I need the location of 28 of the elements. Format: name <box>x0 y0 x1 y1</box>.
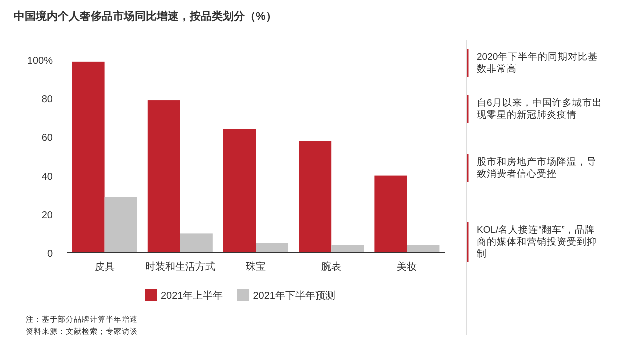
y-tick-label: 60 <box>42 133 54 144</box>
chart-title: 中国境内个人奢侈品市场同比增速，按品类划分（%） <box>14 10 277 23</box>
bar <box>256 243 289 253</box>
bar <box>223 129 256 253</box>
x-tick-label: 美妆 <box>397 261 418 273</box>
bar <box>299 141 332 253</box>
bar <box>104 197 138 253</box>
x-tick-label: 时装和生活方式 <box>145 261 216 273</box>
x-tick-label: 腕表 <box>322 261 342 273</box>
text: 股市和房地产市场降温，导致消费者信心受挫 <box>477 156 597 180</box>
bar <box>332 245 364 253</box>
x-tick-label: 皮具 <box>94 261 115 273</box>
x-tick-label: 珠宝 <box>246 261 266 273</box>
text: 自6月以来，中国许多城市出现零星的新冠肺炎疫情 <box>477 97 602 121</box>
legend-label: 2021年上半年 <box>161 290 224 302</box>
y-tick-label: 100% <box>27 56 54 67</box>
y-tick-label: 40 <box>42 172 54 183</box>
y-tick-label: 80 <box>42 94 54 106</box>
bar <box>72 62 105 253</box>
y-tick-label: 0 <box>47 249 54 260</box>
bar <box>407 245 440 253</box>
y-tick-label: 20 <box>42 210 54 222</box>
bar <box>374 176 408 253</box>
text: 2020年下半年的同期对比基数非常高 <box>477 51 598 75</box>
legend-label: 2021年下半年预测 <box>253 290 336 302</box>
bar <box>180 234 213 253</box>
bar <box>148 100 180 253</box>
text: KOL/名人接连“翻车”，品牌商的媒体和营销投资受到抑制 <box>477 224 597 260</box>
